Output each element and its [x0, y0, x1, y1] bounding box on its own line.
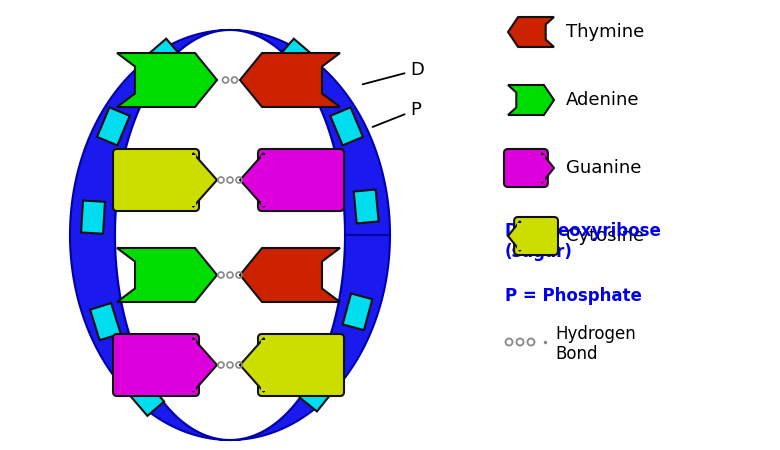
Text: P: P: [373, 101, 421, 127]
Polygon shape: [542, 153, 554, 183]
Polygon shape: [508, 85, 554, 115]
Bar: [342, 293, 372, 330]
Text: Thymine: Thymine: [566, 23, 644, 41]
Polygon shape: [115, 30, 345, 440]
Bar: [97, 108, 129, 145]
Polygon shape: [117, 53, 217, 107]
Bar: [142, 39, 180, 76]
FancyBboxPatch shape: [258, 334, 344, 396]
Bar: [189, 154, 196, 206]
FancyBboxPatch shape: [258, 149, 344, 211]
Polygon shape: [193, 338, 217, 392]
FancyBboxPatch shape: [113, 149, 199, 211]
Polygon shape: [240, 53, 340, 107]
Text: D: D: [363, 61, 424, 84]
FancyBboxPatch shape: [113, 334, 199, 396]
Bar: [538, 154, 545, 181]
Bar: [517, 222, 524, 249]
Bar: [189, 339, 196, 391]
Polygon shape: [240, 248, 340, 302]
FancyBboxPatch shape: [514, 217, 558, 255]
Bar: [330, 108, 363, 145]
Bar: [300, 373, 337, 411]
Polygon shape: [193, 153, 217, 207]
Text: P = Phosphate: P = Phosphate: [505, 287, 642, 305]
Text: Cytosine: Cytosine: [566, 227, 644, 245]
Polygon shape: [508, 221, 520, 251]
Bar: [126, 377, 164, 416]
Bar: [261, 339, 268, 391]
Text: Guanine: Guanine: [566, 159, 641, 177]
Bar: [90, 303, 121, 340]
Text: Hydrogen
Bond: Hydrogen Bond: [555, 324, 636, 364]
Polygon shape: [70, 30, 390, 440]
Bar: [261, 154, 268, 206]
Text: D = Deoxyribose
(sugar): D = Deoxyribose (sugar): [505, 222, 661, 261]
Polygon shape: [240, 153, 264, 207]
Text: Adenine: Adenine: [566, 91, 640, 109]
Bar: [279, 39, 318, 76]
Polygon shape: [240, 338, 264, 392]
FancyBboxPatch shape: [504, 149, 548, 187]
Bar: [353, 189, 378, 224]
Bar: [81, 201, 105, 234]
Polygon shape: [508, 17, 554, 47]
Polygon shape: [117, 248, 217, 302]
